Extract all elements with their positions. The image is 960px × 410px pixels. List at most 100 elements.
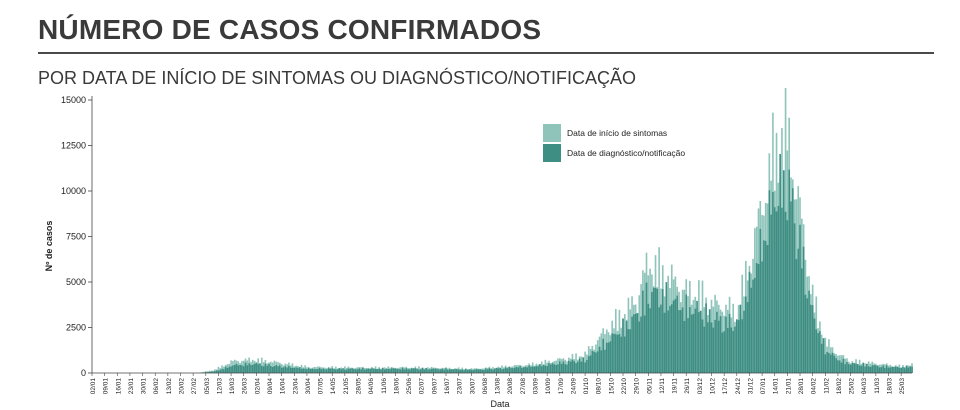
bar <box>358 368 361 373</box>
bar <box>472 369 474 373</box>
bar <box>208 370 211 373</box>
bar <box>403 369 406 373</box>
bar <box>244 362 247 373</box>
bar <box>582 357 585 373</box>
bar <box>302 368 305 373</box>
bar <box>876 365 879 373</box>
bar <box>510 368 512 373</box>
bar <box>226 368 229 373</box>
bar <box>474 369 476 373</box>
x-tick-label: 21/01 <box>785 378 792 395</box>
bar <box>257 364 259 373</box>
bar <box>535 366 538 373</box>
legend-label-symptom-onset: Data de início de sintomas <box>567 128 667 138</box>
bar <box>351 368 353 373</box>
bar <box>696 300 698 373</box>
bar <box>885 365 888 373</box>
bar <box>725 316 727 373</box>
bar <box>488 368 491 373</box>
x-tick-label: 25/03 <box>899 378 906 395</box>
bar <box>501 365 503 373</box>
bar <box>477 369 480 373</box>
bar <box>246 365 249 373</box>
bar <box>748 271 751 373</box>
x-tick-label: 01/10 <box>583 378 590 395</box>
bar <box>306 369 308 373</box>
bar <box>732 330 735 373</box>
bar <box>241 365 243 373</box>
bar <box>568 360 570 373</box>
bar <box>445 368 447 373</box>
bar <box>822 338 825 373</box>
bar <box>587 356 590 373</box>
bar <box>546 365 548 373</box>
bar <box>508 366 511 373</box>
bar <box>533 366 536 373</box>
bar <box>268 363 270 373</box>
bar <box>714 319 716 373</box>
bar <box>829 354 832 373</box>
bar <box>810 304 812 373</box>
x-tick-label: 30/07 <box>469 378 476 395</box>
bar <box>219 369 222 373</box>
bar <box>871 365 874 373</box>
bar <box>275 365 278 373</box>
bar <box>452 369 455 373</box>
x-tick-label: 02/01 <box>90 378 97 395</box>
bar <box>212 371 214 373</box>
bar <box>423 369 426 373</box>
bar <box>611 333 613 373</box>
bar <box>437 369 440 373</box>
y-tick-label: 10000 <box>61 186 86 196</box>
y-tick-label: 15000 <box>61 95 86 105</box>
bar <box>797 248 800 373</box>
bar <box>493 368 496 373</box>
bar <box>430 368 433 373</box>
bar <box>297 368 299 373</box>
bar <box>380 369 382 373</box>
bar <box>660 304 662 373</box>
bar <box>300 368 303 373</box>
bar <box>502 368 505 373</box>
bar <box>555 364 557 373</box>
bar <box>517 367 520 373</box>
bar <box>775 211 778 373</box>
bar <box>654 287 657 373</box>
bar <box>741 319 744 373</box>
bar <box>726 328 729 373</box>
bar <box>239 364 241 373</box>
bar <box>911 366 913 373</box>
bar <box>745 296 747 373</box>
x-tick-label: 23/04 <box>292 378 299 395</box>
bar <box>820 343 823 373</box>
bar <box>604 349 606 373</box>
legend-label-diagnosis: Data de diagnóstico/notificação <box>567 148 685 158</box>
bar <box>795 259 798 373</box>
bar <box>385 368 388 373</box>
bar <box>378 368 380 373</box>
bar <box>235 363 238 373</box>
bar <box>490 369 492 373</box>
x-tick-label: 14/05 <box>330 378 337 395</box>
bar <box>857 364 859 373</box>
x-tick-label: 04/06 <box>368 378 375 395</box>
bar <box>466 369 469 373</box>
bar <box>432 368 435 373</box>
x-tick-label: 17/09 <box>558 378 565 395</box>
bar <box>335 369 337 373</box>
bar <box>826 351 828 373</box>
x-tick-label: 02/04 <box>254 378 261 395</box>
x-tick-label: 09/07 <box>431 378 438 395</box>
bar <box>280 367 283 373</box>
x-tick-label: 13/02 <box>166 378 173 395</box>
bar <box>734 326 736 373</box>
bar <box>586 359 588 373</box>
bar <box>618 334 621 373</box>
bar <box>354 369 357 373</box>
bar <box>779 154 781 373</box>
bar <box>279 365 281 373</box>
x-tick-label: 31/12 <box>747 378 754 395</box>
bar <box>392 368 395 373</box>
bar <box>905 365 908 373</box>
bar <box>376 369 379 373</box>
